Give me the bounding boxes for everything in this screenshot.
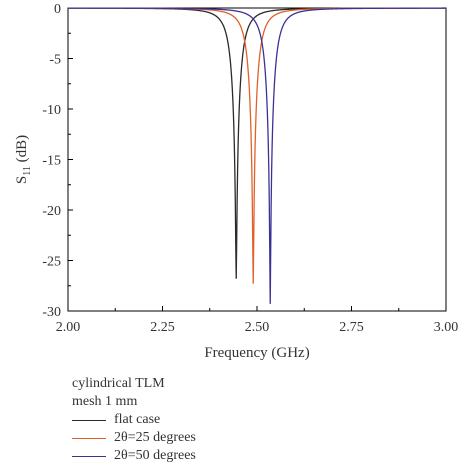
- legend-label-25-degrees: 2θ=25 degrees: [114, 430, 196, 445]
- legend-item-25-degrees: 2θ=25 degrees: [72, 429, 196, 447]
- legend-item-50-degrees: 2θ=50 degrees: [72, 447, 196, 465]
- legend-title-line1: cylindrical TLM: [72, 376, 165, 391]
- legend-swatch-flat-case: [72, 419, 106, 421]
- legend: cylindrical TLM mesh 1 mm flat case 2θ=2…: [72, 375, 196, 465]
- legend-label-50-degrees: 2θ=50 degrees: [114, 448, 196, 463]
- series-line-1: [67, 7, 446, 284]
- y-tick-label: 0: [54, 2, 61, 17]
- legend-title-line2: mesh 1 mm: [72, 394, 138, 409]
- x-tick-label: 2.00: [56, 320, 81, 335]
- legend-item-flat-case: flat case: [72, 411, 196, 429]
- y-tick-label: -10: [42, 103, 61, 118]
- y-tick-label: -20: [42, 204, 61, 219]
- axes: 2.00 2.25 2.50 2.75 3.00 0 -5 -10 -15 -20 -25 -30: [42, 2, 458, 335]
- legend-swatch-50-degrees: [72, 455, 106, 457]
- y-tick-label: -25: [42, 255, 61, 270]
- series-line-2: [68, 7, 446, 304]
- x-tick-label: 2.50: [245, 320, 270, 335]
- y-tick-label: -5: [49, 53, 61, 68]
- plot-frame: [67, 7, 447, 312]
- y-axis-label: S11 (dB): [14, 135, 33, 184]
- x-tick-label: 2.25: [150, 320, 175, 335]
- legend-label-flat-case: flat case: [114, 412, 161, 427]
- y-tick-label: -30: [42, 305, 61, 320]
- legend-swatch-25-degrees: [72, 437, 106, 439]
- x-tick-label: 2.75: [339, 320, 364, 335]
- series-line-0: [68, 7, 446, 279]
- y-tick-label: -15: [42, 154, 61, 169]
- x-axis-label: Frequency (GHz): [204, 345, 309, 361]
- plot-area: [67, 7, 446, 304]
- x-tick-label: 3.00: [434, 320, 459, 335]
